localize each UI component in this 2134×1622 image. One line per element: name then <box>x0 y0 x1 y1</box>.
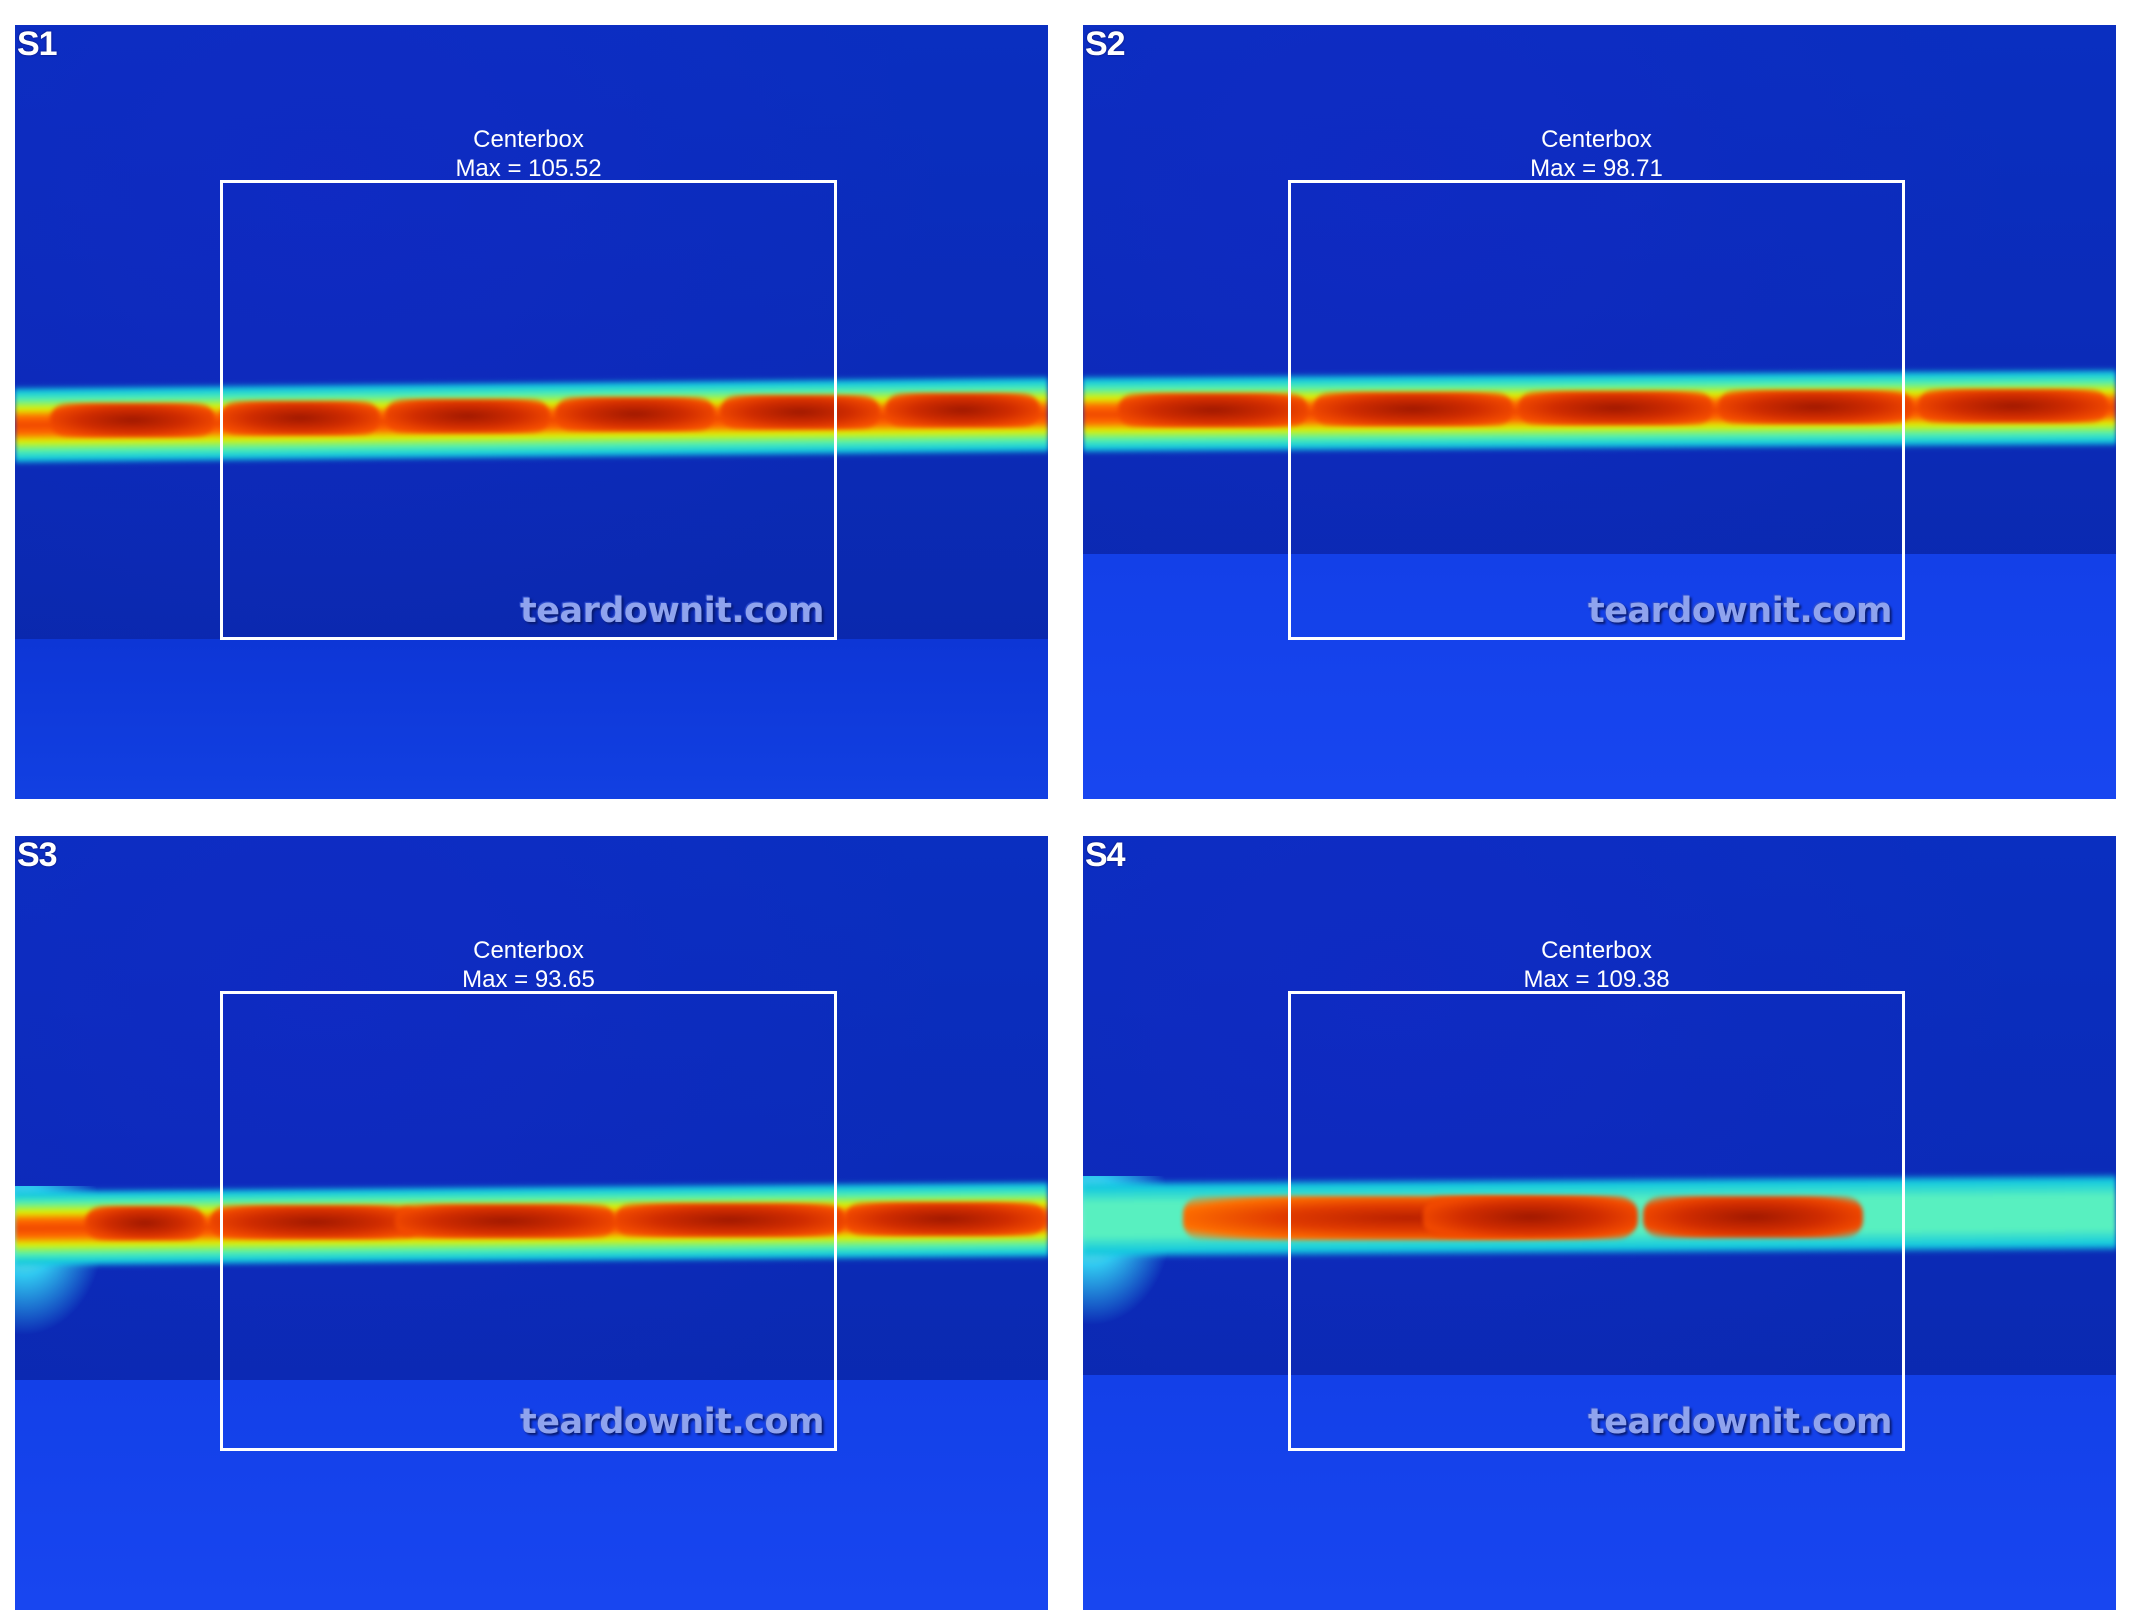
box-caption: Centerbox Max = 98.71 <box>1291 125 1902 183</box>
centerbox: Centerbox Max = 105.52 teardownit.com <box>220 126 837 640</box>
heating-segment <box>720 395 880 429</box>
max-value: Max = 93.65 <box>462 966 595 993</box>
max-value: Max = 98.71 <box>1530 155 1663 182</box>
background-floor <box>15 639 1048 799</box>
heating-segment <box>555 397 715 431</box>
watermark: teardownit.com <box>1588 591 1892 631</box>
box-caption: Centerbox Max = 93.65 <box>223 936 834 994</box>
heating-segment <box>1643 1196 1863 1238</box>
centerbox: Centerbox Max = 98.71 teardownit.com <box>1288 126 1905 640</box>
box-title: Centerbox <box>473 126 584 153</box>
watermark: teardownit.com <box>520 591 824 631</box>
box-title: Centerbox <box>473 937 584 964</box>
centerbox: Centerbox Max = 93.65 teardownit.com <box>220 937 837 1451</box>
heating-segment <box>885 393 1040 427</box>
box-title: Centerbox <box>1541 126 1652 153</box>
background-floor <box>15 1380 1048 1610</box>
panel-label: S2 <box>1085 25 1126 63</box>
heating-segment <box>1423 1196 1638 1238</box>
thermal-image-s3: S3 Centerbox Max = 93.65 teardownit.com <box>15 836 1048 1610</box>
watermark: teardownit.com <box>1588 1402 1892 1442</box>
heating-segment <box>1518 391 1713 425</box>
heating-segment <box>845 1202 1045 1236</box>
watermark: teardownit.com <box>520 1402 824 1442</box>
max-value: Max = 109.38 <box>1523 966 1670 993</box>
heating-segment <box>220 401 380 435</box>
thermal-image-s2: S2 Centerbox Max = 98.71 teardownit.com <box>1083 25 2116 799</box>
box-title: Centerbox <box>1541 937 1652 964</box>
heating-segment <box>1118 393 1308 427</box>
background-floor <box>1083 554 2116 799</box>
heating-segment <box>1313 392 1513 426</box>
box-caption: Centerbox Max = 105.52 <box>223 125 834 183</box>
centerbox: Centerbox Max = 109.38 teardownit.com <box>1288 937 1905 1451</box>
panel-label: S4 <box>1085 836 1126 874</box>
heating-segment <box>385 399 550 433</box>
box-caption: Centerbox Max = 109.38 <box>1291 936 1902 994</box>
heating-segment <box>395 1204 615 1238</box>
heating-segment <box>50 403 215 437</box>
heating-segment <box>85 1206 205 1240</box>
panel-label: S3 <box>17 836 58 874</box>
heating-segment <box>210 1205 420 1239</box>
thermal-image-s4: S4 Centerbox Max = 109.38 teardownit.com <box>1083 836 2116 1610</box>
panel-label: S1 <box>17 25 58 63</box>
heating-segment <box>615 1203 845 1237</box>
max-value: Max = 105.52 <box>455 155 602 182</box>
background-floor <box>1083 1375 2116 1610</box>
heating-segment <box>1918 389 2108 423</box>
thermal-image-s1: S1 Centerbox Max = 105.52 teardownit.com <box>15 25 1048 799</box>
heating-segment <box>1718 390 1913 424</box>
